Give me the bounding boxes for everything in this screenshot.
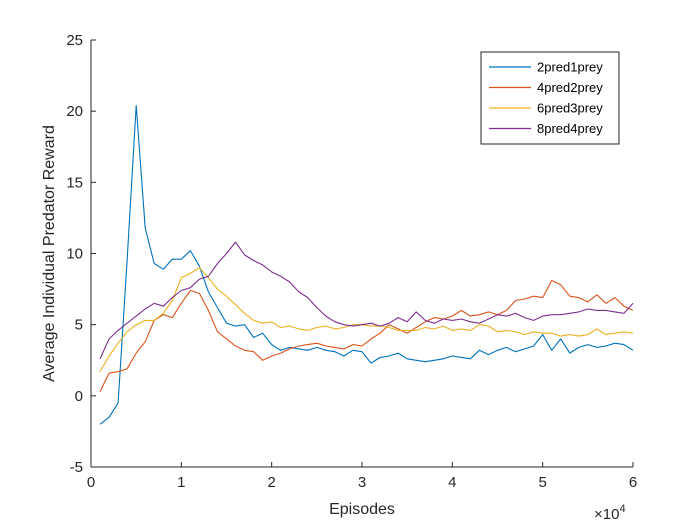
y-tick-label: 25 [66, 32, 83, 49]
x-tick-label: 4 [448, 474, 456, 491]
x-exponent-base: ×10 [594, 506, 619, 523]
x-exponent-power: 4 [619, 503, 625, 515]
series-line-8pred4prey [99, 241, 634, 360]
series-line-4pred2prey [99, 279, 634, 392]
y-tick-label: -5 [70, 459, 83, 476]
y-tick-label: 0 [75, 388, 83, 405]
series-line-2pred1prey [99, 104, 634, 425]
x-tick-label: 0 [87, 474, 95, 491]
series-line-6pred3prey [99, 267, 634, 372]
legend-label-6pred3prey: 6pred3prey [537, 101, 603, 116]
x-tick-label: 3 [358, 474, 366, 491]
x-axis-label: Episodes [329, 501, 395, 518]
legend-label-4pred2prey: 4pred2prey [537, 80, 603, 95]
y-tick-label: 15 [66, 174, 83, 191]
y-tick-label: 5 [75, 317, 83, 334]
y-tick-label: 10 [66, 246, 83, 263]
y-axis-label: Average Individual Predator Reward [41, 125, 58, 382]
x-axis-exponent: ×104 [594, 503, 626, 523]
x-tick-label: 2 [267, 474, 275, 491]
y-tick-label: 20 [66, 103, 83, 120]
x-tick-label: 5 [538, 474, 546, 491]
x-tick-label: 1 [177, 474, 185, 491]
legend-items: 2pred1prey 4pred2prey 6pred3prey 8pred4prey [489, 60, 603, 136]
legend-label-8pred4prey: 8pred4prey [537, 121, 603, 136]
legend-label-2pred1prey: 2pred1prey [537, 60, 603, 75]
x-tick-label: 6 [629, 474, 637, 491]
series-layer [99, 104, 634, 425]
legend: 2pred1prey 4pred2prey 6pred3prey 8pred4prey [480, 51, 620, 145]
